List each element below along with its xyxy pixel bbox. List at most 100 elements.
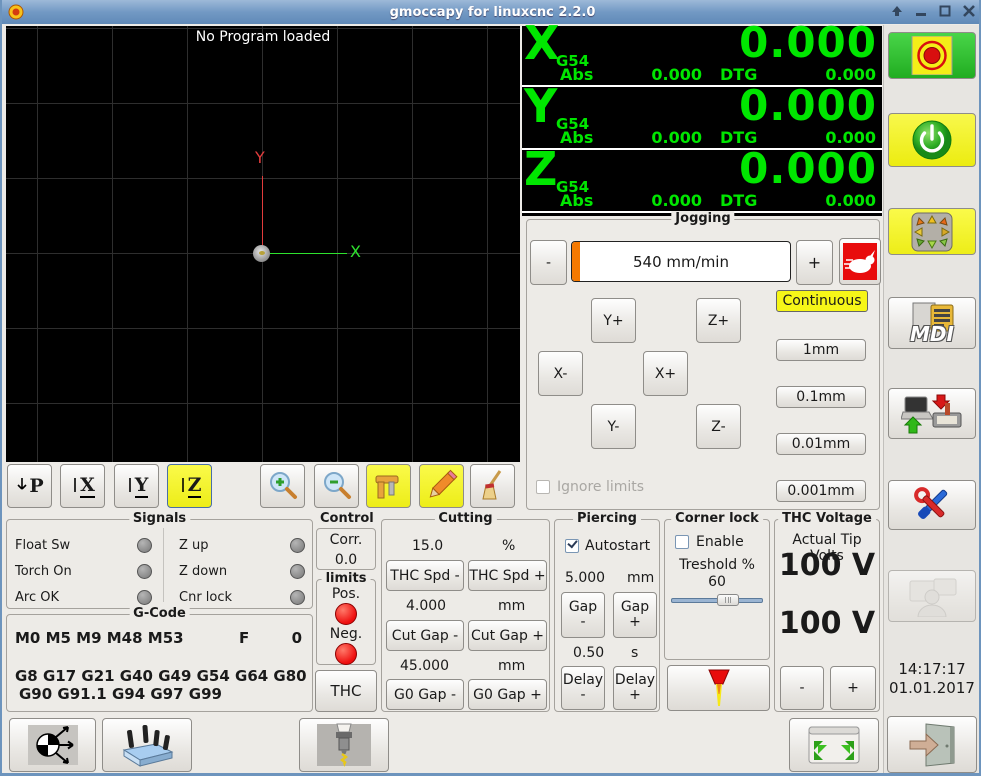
pierce-delay-plus-button[interactable]: Delay +	[613, 666, 657, 710]
minimize-icon[interactable]	[913, 2, 929, 20]
torch-button[interactable]	[667, 665, 770, 711]
zoom-in-icon	[269, 472, 297, 499]
touch-plate-button[interactable]	[102, 718, 192, 772]
z-down-led	[290, 564, 305, 579]
jog-increment-0.1mm[interactable]: 0.1mm	[776, 386, 866, 408]
view-p-button[interactable]: P	[7, 464, 52, 508]
jog-y-minus-button[interactable]: Y-	[591, 404, 636, 449]
delay-word: Delay	[562, 671, 604, 688]
arc-ok-led	[137, 590, 152, 605]
draw-path-button[interactable]	[419, 464, 464, 508]
x-axis-line	[262, 253, 347, 254]
maximize-icon[interactable]	[937, 2, 953, 20]
jog-speed-bar[interactable]: 540 mm/min	[571, 241, 791, 282]
minus-sign: -	[580, 687, 586, 703]
jog-speed-increase-button[interactable]: +	[796, 240, 833, 285]
pierce-delay-minus-button[interactable]: Delay -	[561, 666, 605, 710]
jog-x-minus-button[interactable]: X-	[538, 351, 583, 396]
exit-button[interactable]	[887, 716, 977, 773]
clear-preview-button[interactable]	[470, 464, 515, 508]
close-icon[interactable]	[961, 2, 977, 20]
volts-minus-button[interactable]: -	[780, 666, 824, 710]
view-z-label: Z	[187, 474, 202, 498]
volts-plus-button[interactable]: +	[830, 666, 876, 710]
view-z-button-active[interactable]: Z	[167, 464, 212, 508]
jog-continuous-toggle[interactable]: Continuous	[776, 290, 868, 312]
window-title: gmoccapy for linuxcnc 2.2.0	[389, 4, 596, 20]
actual-tip-volts-label: Actual Tip Volts	[792, 532, 862, 564]
pierce-gap-plus-button[interactable]: Gap +	[613, 592, 657, 638]
dro-axis-x[interactable]: X G54 0.000 Abs 0.000 DTG 0.000	[522, 16, 882, 87]
jog-increment-1mm[interactable]: 1mm	[776, 339, 866, 361]
emergency-stop-icon	[911, 36, 953, 75]
user-settings-button	[888, 570, 976, 622]
y-axis-line	[262, 176, 263, 253]
active-g-codes-line2: G90 G91.1 G94 G97 G99	[19, 685, 222, 703]
pierce-gap-minus-button[interactable]: Gap -	[561, 592, 605, 638]
auto-mode-icon	[901, 394, 962, 433]
shade-icon[interactable]	[889, 2, 905, 20]
tools-icon	[914, 487, 948, 519]
preview-message: No Program loaded	[195, 29, 331, 45]
origin-tool-tip	[259, 251, 265, 255]
thc-speed-plus-button[interactable]: THC Spd +	[468, 560, 547, 591]
auto-mode-button[interactable]	[888, 388, 976, 439]
jog-increment-0.001mm[interactable]: 0.001mm	[776, 480, 866, 502]
thc-button[interactable]: THC	[315, 670, 377, 712]
cut-gap-plus-button[interactable]: Cut Gap +	[468, 620, 547, 651]
jog-speed-fill	[572, 242, 580, 281]
feed-value: 0	[291, 629, 302, 647]
z-up-led	[290, 538, 305, 553]
jog-z-minus-button[interactable]: Z-	[696, 404, 741, 449]
enable-checkbox[interactable]	[675, 535, 689, 549]
view-x-button[interactable]: X	[60, 464, 105, 508]
jogging-title: Jogging	[671, 211, 735, 226]
cut-gap-minus-button[interactable]: Cut Gap -	[386, 620, 464, 651]
thc-speed-minus-button[interactable]: THC Spd -	[386, 560, 464, 591]
tool-settings-button[interactable]	[299, 718, 389, 772]
zoom-out-button[interactable]	[314, 464, 359, 508]
user-icon	[909, 578, 957, 617]
emergency-stop-button[interactable]	[888, 32, 976, 79]
g0-gap-plus-button[interactable]: G0 Gap +	[468, 679, 547, 710]
dtg-value: 0.000	[825, 191, 876, 210]
signals-divider	[163, 528, 164, 602]
gap-word: Gap	[568, 598, 598, 615]
machine-on-button[interactable]	[888, 113, 976, 167]
dro-axis-z[interactable]: Z G54 0.000 Abs 0.000 DTG 0.000	[522, 142, 882, 213]
jog-y-plus-button[interactable]: Y+	[591, 298, 636, 343]
jog-z-plus-button[interactable]: Z+	[696, 298, 741, 343]
touch-off-button[interactable]	[9, 718, 96, 772]
threshold-slider[interactable]	[671, 594, 763, 606]
active-m-codes: M0 M5 M9 M48 M53	[15, 629, 184, 647]
rabbit-icon	[843, 243, 877, 280]
mdi-mode-button[interactable]: MDI	[888, 297, 976, 349]
cut-gap-unit: mm	[498, 598, 526, 614]
ignore-limits-checkbox[interactable]	[536, 480, 550, 494]
broom-icon	[481, 470, 501, 500]
manual-mode-button[interactable]	[888, 208, 976, 255]
g0-gap-minus-button[interactable]: G0 Gap -	[386, 679, 464, 710]
autostart-checkbox[interactable]	[565, 539, 579, 553]
gcode-preview[interactable]: No Program loaded Y X	[6, 26, 520, 462]
dro-axis-y[interactable]: Y G54 0.000 Abs 0.000 DTG 0.000	[522, 79, 882, 150]
show-dimensions-button[interactable]	[366, 464, 411, 508]
jog-speed-decrease-button[interactable]: -	[530, 240, 567, 285]
jog-x-plus-button[interactable]: X+	[643, 351, 688, 396]
abs-label: Abs	[560, 128, 594, 147]
clock: 14:17:17 01.01.2017	[888, 660, 976, 698]
slider-handle[interactable]	[717, 594, 739, 606]
axis-letter: Y	[524, 79, 558, 133]
down-arrow-icon	[181, 478, 184, 492]
fullscreen-button[interactable]	[789, 718, 879, 772]
gcode-frame: G-Code M0 M5 M9 M48 M53 F 0 G8 G17 G21 G…	[6, 606, 313, 712]
abs-label: Abs	[560, 191, 594, 210]
target-volts-value: 100 V	[778, 606, 876, 641]
settings-button[interactable]	[888, 480, 976, 530]
ignore-limits-row: Ignore limits	[536, 479, 644, 495]
view-y-button[interactable]: Y	[114, 464, 159, 508]
jog-increment-0.01mm[interactable]: 0.01mm	[776, 433, 866, 455]
max-jog-speed-button[interactable]	[839, 238, 881, 285]
neg-limit-label: Neg.	[329, 626, 363, 642]
zoom-in-button[interactable]	[260, 464, 305, 508]
